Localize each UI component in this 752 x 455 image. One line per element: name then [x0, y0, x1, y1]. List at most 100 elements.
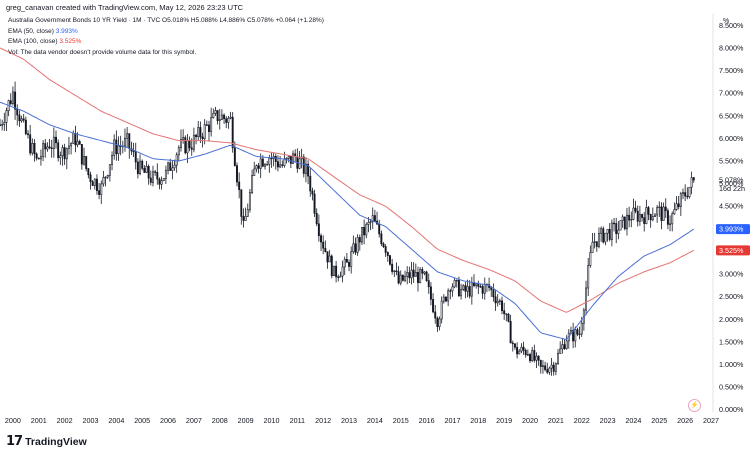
creator-line: greg_canavan created with TradingView.co… [6, 3, 244, 12]
candle-body [35, 153, 38, 159]
x-tick-label: 2024 [625, 416, 641, 425]
candle-body [593, 241, 596, 243]
candle-body [266, 164, 269, 166]
y-tick-label: 3.000% [719, 270, 744, 279]
candle-body [287, 155, 290, 159]
candle-body [397, 271, 400, 284]
candle-body [276, 161, 279, 168]
tradingview-logo[interactable]: 17 TradingView [6, 434, 87, 449]
candle-body [408, 272, 411, 279]
candle-body [580, 322, 583, 335]
symbol-line[interactable]: Australia Government Bonds 10 YR Yield ·… [8, 17, 324, 24]
candle-body [518, 350, 521, 355]
candle-body [634, 207, 637, 212]
candle-body [503, 310, 506, 315]
ema50-price-tag-bg [716, 224, 750, 235]
candle-body [201, 136, 204, 140]
candle-body [610, 222, 613, 240]
candle-body [490, 287, 493, 290]
candle-body [373, 215, 376, 222]
candle-body [332, 265, 335, 277]
candle-body [341, 266, 344, 277]
candle-body [87, 168, 90, 176]
price-axis[interactable]: 0.000% 0.500% 1.000% 1.500% 2.000% 2.500% 3.00… [719, 21, 744, 414]
candle-body [690, 177, 693, 188]
candle-body [343, 258, 346, 268]
candle-body [320, 235, 322, 243]
candle-body [393, 270, 396, 272]
candle-body [104, 176, 107, 179]
candle-body [162, 178, 165, 181]
candle-body [98, 190, 101, 195]
candle-body [173, 164, 176, 169]
candle-body [292, 153, 294, 164]
candle-body [654, 214, 656, 217]
y-tick-label: 0.000% [719, 405, 744, 414]
candle-body [561, 344, 564, 350]
candle-body [227, 117, 230, 123]
candle-body [59, 155, 62, 159]
candle-body [100, 183, 103, 195]
candle-body [587, 265, 590, 289]
x-tick-label: 2017 [444, 416, 460, 425]
candle-body [671, 213, 674, 225]
candle-body [324, 247, 327, 252]
candle-body [141, 160, 144, 169]
candle-body [475, 283, 478, 286]
candle-body [494, 296, 497, 304]
candle-body [509, 321, 512, 344]
candle-body [516, 346, 519, 355]
candle-body [89, 174, 92, 182]
y-tick-label: 8.000% [719, 43, 744, 52]
candle-body [565, 340, 568, 350]
candle-body [182, 137, 185, 140]
candle-body [225, 118, 228, 123]
ema100-legend[interactable]: EMA (100, close) 3.525% [8, 37, 324, 48]
candle-body [557, 352, 559, 364]
candle-body [651, 216, 654, 221]
candle-body [427, 280, 430, 288]
candle-body [255, 165, 258, 170]
candle-body [526, 354, 529, 356]
candle-body [597, 233, 600, 247]
candle-body [128, 133, 131, 149]
candle-body [615, 223, 618, 235]
candle-body [546, 369, 549, 373]
candle-body [123, 137, 126, 147]
candle-body [18, 114, 21, 122]
candle-body [539, 359, 542, 367]
ema100-price-tag-bg [716, 245, 750, 256]
y-tick-label: 6.000% [719, 134, 744, 143]
candle-body [65, 148, 68, 160]
candle-body [462, 285, 465, 290]
candle-body [470, 282, 473, 297]
ema50-legend[interactable]: EMA (50, close) 3.993% [8, 27, 324, 38]
y-tick-label: 5.000% [719, 179, 744, 188]
x-tick-label: 2000 [5, 416, 21, 425]
candle-body [246, 209, 249, 217]
x-tick-label: 2002 [57, 416, 73, 425]
candle-body [106, 175, 109, 178]
candle-body [261, 158, 264, 167]
candle-body [537, 355, 540, 361]
candle-body [147, 165, 150, 179]
candle-body [139, 160, 142, 174]
time-axis[interactable]: 2000 2001 2002 2003 2004 2005 2006 2007 2008 2009… [5, 416, 719, 425]
candle-body [552, 364, 555, 372]
candle-body [423, 271, 426, 274]
candle-body [432, 299, 435, 313]
candle-body [466, 286, 469, 292]
candle-body [380, 233, 383, 245]
tradingview-mark-icon: 17 [6, 434, 23, 449]
candle-body [464, 285, 467, 292]
lightning-icon[interactable]: ⚡ [688, 399, 701, 412]
candle-body [335, 265, 338, 278]
candle-body [29, 134, 32, 154]
candle-body [460, 289, 463, 297]
candle-body [481, 286, 484, 294]
candle-body [208, 124, 210, 132]
x-tick-label: 2005 [134, 416, 150, 425]
candle-body [67, 145, 70, 149]
x-tick-label: 2006 [160, 416, 176, 425]
